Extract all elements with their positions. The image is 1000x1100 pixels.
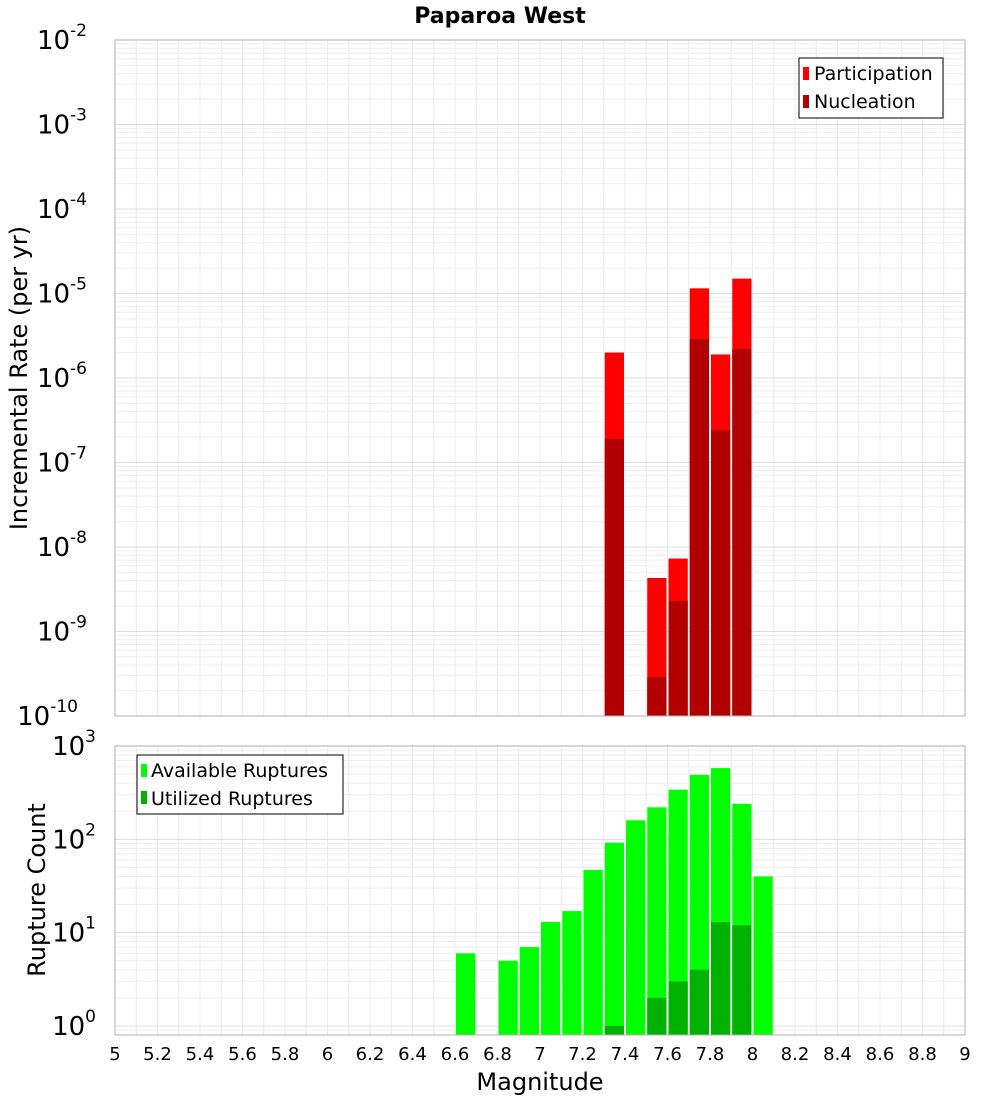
count-panel: 100 101 102 103 5 5.2 5.4 5.6 5.8 6 6.2 6.4 6.6 6.8 7… <box>23 727 971 1096</box>
count-bar-available-ruptures <box>519 947 539 1035</box>
x-tick-label: 6.8 <box>483 1044 512 1065</box>
count-bar-utilized-ruptures <box>604 1025 624 1035</box>
x-tick-label: 8.6 <box>866 1044 895 1065</box>
rate-legend-box <box>798 57 944 119</box>
count-y-tick-label: 100 <box>52 1007 96 1042</box>
count-bar-utilized-ruptures <box>711 922 731 1035</box>
legend-swatch-participation <box>803 67 809 80</box>
rate-y-tick-label: 10-4 <box>37 190 87 225</box>
count-bar-available-ruptures <box>753 876 773 1035</box>
chart-title: Paparoa West <box>414 4 586 29</box>
rate-bar-nucleation <box>647 676 667 716</box>
count-bars <box>456 768 773 1035</box>
x-axis-label: Magnitude <box>476 1068 603 1096</box>
count-bar-available-ruptures <box>456 953 476 1035</box>
rate-grid <box>114 39 966 717</box>
x-tick-label: 6.4 <box>398 1044 427 1065</box>
rate-plot-border <box>114 39 966 717</box>
count-y-axis-label: Rupture Count <box>23 803 51 977</box>
rate-bar-nucleation <box>732 349 752 716</box>
x-tick-label: 5.8 <box>271 1044 300 1065</box>
count-bar-utilized-ruptures <box>689 969 709 1035</box>
rate-bars <box>604 278 752 716</box>
x-tick-label: 8.8 <box>908 1044 937 1065</box>
x-tick-label: 5 <box>109 1044 120 1065</box>
legend-label-utilized: Utilized Ruptures <box>151 788 313 810</box>
rate-y-tick-label: 10-3 <box>37 106 87 141</box>
x-tick-label: 5.4 <box>186 1044 215 1065</box>
x-tick-label: 9 <box>959 1044 970 1065</box>
x-tick-label: 5.2 <box>143 1044 172 1065</box>
count-bar-available-ruptures <box>498 960 518 1035</box>
rate-bar-nucleation <box>689 338 709 716</box>
count-y-ticks: 100 101 102 103 <box>52 727 96 1042</box>
count-bar-available-ruptures <box>604 842 624 1035</box>
x-tick-label: 8.4 <box>823 1044 852 1065</box>
rate-y-tick-label: 10-10 <box>17 697 78 732</box>
count-bar-available-ruptures <box>668 789 688 1035</box>
count-bar-available-ruptures <box>541 922 561 1035</box>
rate-y-tick-label: 10-6 <box>37 359 87 394</box>
x-tick-label: 7.2 <box>568 1044 597 1065</box>
x-tick-label: 6.2 <box>356 1044 385 1065</box>
x-tick-label: 7.6 <box>653 1044 682 1065</box>
count-bar-utilized-ruptures <box>732 925 752 1035</box>
x-tick-label: 7 <box>534 1044 545 1065</box>
x-tick-label: 8.2 <box>781 1044 810 1065</box>
x-tick-label: 7.8 <box>696 1044 725 1065</box>
x-tick-label: 8 <box>747 1044 758 1065</box>
count-legend: Available Ruptures Utilized Ruptures <box>136 754 344 815</box>
rate-y-tick-label: 10-5 <box>37 275 87 310</box>
count-bar-available-ruptures <box>626 820 646 1035</box>
legend-swatch-utilized <box>141 791 147 804</box>
count-legend-box <box>136 754 344 815</box>
legend-label-participation: Participation <box>814 63 933 85</box>
legend-swatch-available <box>141 764 147 777</box>
count-bar-available-ruptures <box>583 869 603 1035</box>
x-tick-labels: 5 5.2 5.4 5.6 5.8 6 6.2 6.4 6.6 6.8 7 7.2 7.4 7.6 7.8 8… <box>109 1044 970 1065</box>
rate-y-tick-label: 10-9 <box>37 613 87 648</box>
count-y-tick-label: 102 <box>52 820 96 855</box>
legend-label-available: Available Ruptures <box>151 760 328 782</box>
rate-y-tick-label: 10-2 <box>37 21 87 56</box>
x-tick-label: 5.6 <box>228 1044 257 1065</box>
count-bar-utilized-ruptures <box>647 997 667 1035</box>
rate-bar-nucleation <box>604 438 624 716</box>
count-bar-available-ruptures <box>647 807 667 1035</box>
rate-legend: Participation Nucleation <box>798 57 944 119</box>
rate-y-ticks: 10-10 10-9 10-8 10-7 10-6 10-5 10-4 10-3 10-2 <box>17 21 87 732</box>
count-bar-available-ruptures <box>562 911 582 1035</box>
legend-label-nucleation: Nucleation <box>814 91 916 113</box>
x-tick-label: 7.4 <box>611 1044 640 1065</box>
rate-bar-nucleation <box>711 430 731 716</box>
x-tick-label: 6 <box>322 1044 333 1065</box>
rate-bar-nucleation <box>668 600 688 716</box>
count-y-tick-label: 103 <box>52 727 96 762</box>
rate-y-tick-label: 10-8 <box>37 528 87 563</box>
rate-y-tick-label: 10-7 <box>37 444 87 479</box>
x-tick-label: 6.6 <box>441 1044 470 1065</box>
legend-swatch-nucleation <box>803 95 809 108</box>
rate-panel: 10-10 10-9 10-8 10-7 10-6 10-5 10-4 10-3 10-2 In… <box>5 21 966 732</box>
count-bar-utilized-ruptures <box>668 981 688 1035</box>
count-plot-border <box>114 745 966 1036</box>
count-y-tick-label: 101 <box>52 914 96 949</box>
rate-y-axis-label: Incremental Rate (per yr) <box>5 226 33 530</box>
